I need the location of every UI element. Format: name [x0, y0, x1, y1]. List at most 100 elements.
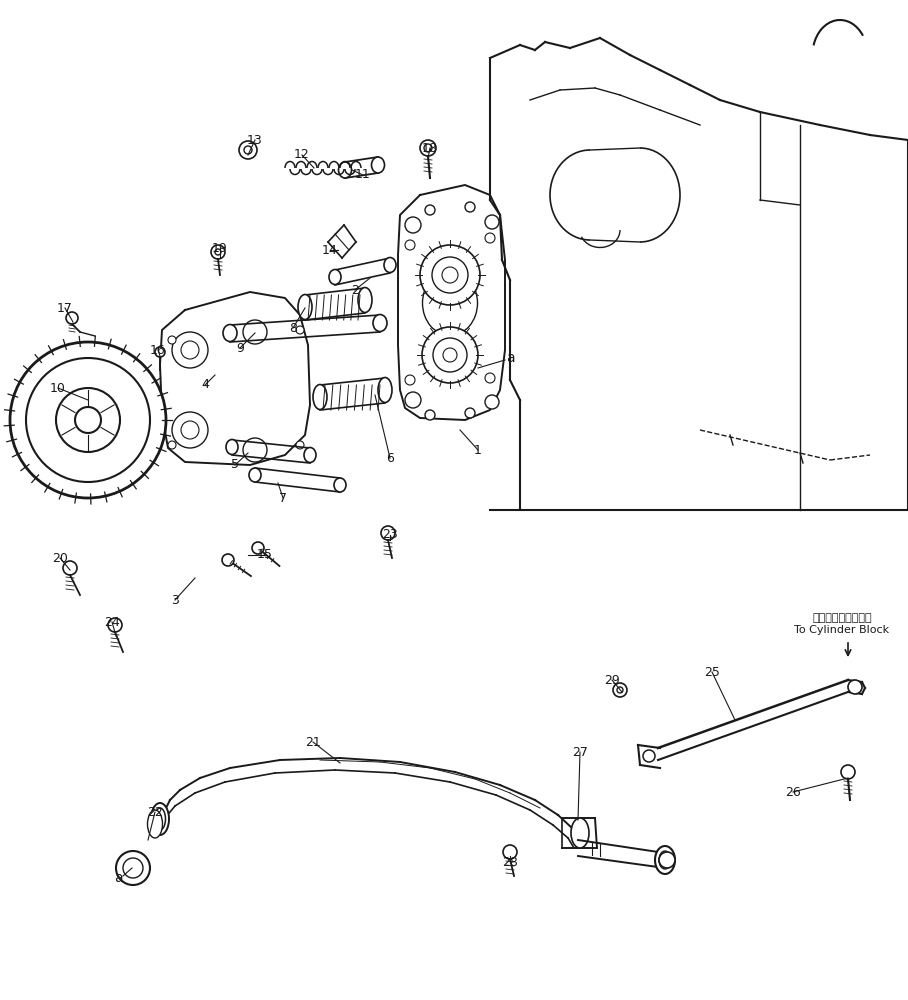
Ellipse shape [154, 808, 165, 830]
Ellipse shape [304, 448, 316, 462]
Ellipse shape [659, 851, 671, 869]
Text: 4: 4 [201, 378, 209, 391]
Circle shape [405, 217, 421, 233]
Circle shape [405, 375, 415, 385]
Ellipse shape [358, 288, 372, 312]
Text: 21: 21 [305, 736, 321, 748]
Ellipse shape [329, 269, 341, 284]
Circle shape [425, 205, 435, 215]
Text: To Cylinder Block: To Cylinder Block [794, 625, 890, 635]
Ellipse shape [373, 314, 387, 332]
Circle shape [420, 140, 436, 156]
Circle shape [433, 338, 467, 372]
Ellipse shape [298, 294, 312, 320]
Ellipse shape [313, 384, 327, 410]
Circle shape [405, 240, 415, 250]
Circle shape [215, 249, 221, 255]
Circle shape [424, 144, 432, 152]
Text: 13: 13 [247, 133, 263, 146]
Circle shape [617, 687, 623, 693]
Text: シリンダブロックへ: シリンダブロックへ [812, 613, 872, 623]
Circle shape [485, 395, 499, 409]
Circle shape [10, 342, 166, 498]
Circle shape [252, 542, 264, 554]
Text: 24: 24 [104, 615, 120, 629]
Circle shape [443, 348, 457, 362]
Ellipse shape [571, 818, 589, 848]
Text: 26: 26 [785, 786, 801, 798]
Circle shape [432, 257, 468, 293]
Text: 3: 3 [171, 593, 179, 606]
Text: 2: 2 [351, 284, 359, 296]
Circle shape [116, 851, 150, 885]
Text: 6: 6 [386, 452, 394, 464]
Circle shape [442, 267, 458, 283]
Ellipse shape [384, 257, 396, 272]
Ellipse shape [147, 810, 163, 838]
Text: 16: 16 [150, 344, 166, 357]
Circle shape [841, 765, 855, 779]
Ellipse shape [334, 478, 346, 492]
Circle shape [465, 202, 475, 212]
Circle shape [63, 561, 77, 575]
Circle shape [172, 332, 208, 368]
Text: 18: 18 [422, 141, 438, 154]
Text: 23: 23 [382, 528, 398, 542]
Circle shape [168, 441, 176, 449]
Text: 5: 5 [231, 458, 239, 472]
Circle shape [425, 410, 435, 420]
Circle shape [181, 341, 199, 359]
Circle shape [296, 326, 304, 334]
Circle shape [659, 852, 675, 868]
Text: a: a [114, 871, 123, 885]
Circle shape [75, 407, 101, 433]
Circle shape [239, 141, 257, 159]
Circle shape [243, 438, 267, 462]
Text: 22: 22 [147, 806, 163, 818]
Circle shape [420, 245, 480, 305]
Circle shape [56, 388, 120, 452]
Text: 19: 19 [212, 241, 228, 254]
Text: 27: 27 [572, 746, 588, 758]
Text: 12: 12 [294, 148, 310, 161]
Text: 7: 7 [279, 491, 287, 504]
Circle shape [485, 233, 495, 243]
Ellipse shape [226, 440, 238, 454]
Circle shape [503, 845, 517, 859]
Circle shape [848, 680, 862, 694]
Circle shape [485, 215, 499, 229]
Text: 11: 11 [355, 168, 370, 182]
Circle shape [296, 441, 304, 449]
Text: 15: 15 [257, 548, 273, 562]
Ellipse shape [223, 324, 237, 342]
Circle shape [66, 312, 78, 324]
Circle shape [155, 347, 165, 357]
Circle shape [465, 408, 475, 418]
Circle shape [222, 554, 234, 566]
Text: 14: 14 [322, 243, 338, 256]
Circle shape [485, 373, 495, 383]
Circle shape [168, 336, 176, 344]
Text: 28: 28 [502, 856, 518, 868]
Text: 20: 20 [52, 552, 68, 564]
Ellipse shape [378, 377, 392, 402]
Ellipse shape [339, 162, 351, 178]
Text: 29: 29 [604, 674, 620, 686]
Circle shape [405, 392, 421, 408]
Circle shape [26, 358, 150, 482]
Circle shape [181, 421, 199, 439]
Text: 9: 9 [236, 342, 244, 355]
Circle shape [422, 327, 478, 383]
Circle shape [244, 146, 252, 154]
Ellipse shape [371, 157, 384, 173]
Text: 8: 8 [289, 322, 297, 334]
Circle shape [123, 858, 143, 878]
Text: 10: 10 [50, 381, 66, 394]
Text: 17: 17 [57, 302, 73, 314]
Ellipse shape [249, 468, 261, 482]
Circle shape [381, 526, 395, 540]
Circle shape [172, 412, 208, 448]
Circle shape [211, 245, 225, 259]
Circle shape [108, 618, 122, 632]
Circle shape [643, 750, 655, 762]
